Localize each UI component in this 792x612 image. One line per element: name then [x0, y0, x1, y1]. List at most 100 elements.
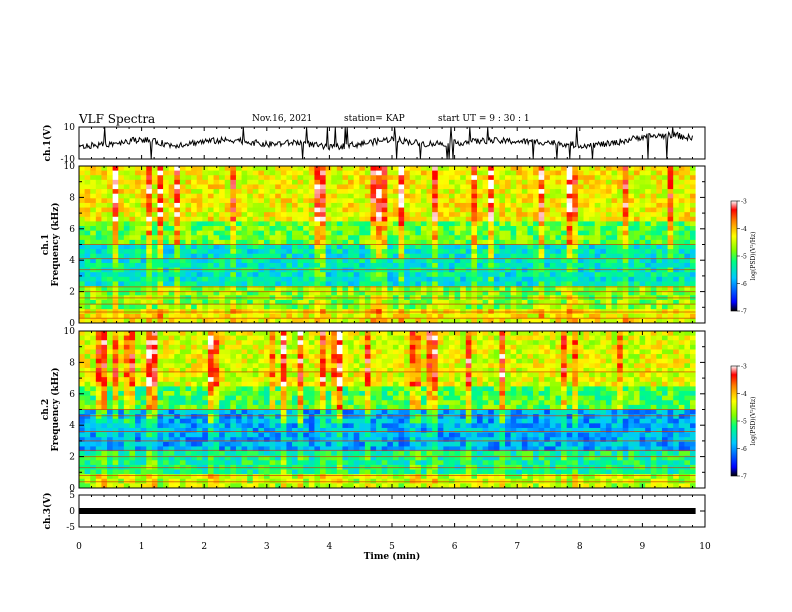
- s1-cell: [465, 207, 472, 213]
- s2-cell: [645, 372, 652, 378]
- s1-cell: [661, 179, 668, 185]
- s1-cell: [611, 184, 618, 190]
- s1-cell: [544, 230, 551, 236]
- s1-cell: [191, 166, 198, 172]
- s2-cell: [527, 358, 534, 364]
- s1-cell: [521, 239, 528, 245]
- s1-cell: [443, 198, 450, 204]
- s2-cell: [280, 340, 287, 346]
- s1-cell: [533, 198, 540, 204]
- s1-cell: [633, 258, 640, 264]
- s1-cell: [325, 179, 332, 185]
- s1-cell: [135, 193, 142, 199]
- s1-cell: [521, 207, 528, 213]
- s2-cell: [224, 331, 231, 337]
- s2-cell: [611, 377, 618, 383]
- s1-cell: [684, 166, 691, 172]
- s1-cell: [633, 304, 640, 310]
- s2-cell: [252, 349, 259, 355]
- s1-cell: [471, 244, 478, 250]
- s2-cell: [325, 372, 332, 378]
- s1-cell: [594, 184, 601, 190]
- s1-cell: [605, 249, 612, 255]
- s2-cell: [370, 340, 377, 346]
- s1-cell: [437, 235, 444, 241]
- s1-cell: [79, 184, 86, 190]
- s2-cell: [398, 335, 405, 341]
- s1-cell: [353, 170, 360, 176]
- s1-cell: [510, 207, 517, 213]
- s1-cell: [628, 313, 635, 319]
- s1-cell: [404, 262, 411, 268]
- s2-cell: [219, 377, 226, 383]
- s1-cell: [661, 216, 668, 222]
- s1-cell: [157, 230, 164, 236]
- s1-cell: [493, 304, 500, 310]
- s1-cell: [235, 230, 242, 236]
- s1-cell: [583, 166, 590, 172]
- s1-cell: [84, 230, 91, 236]
- s2-cell: [673, 349, 680, 355]
- s1-cell: [241, 170, 248, 176]
- s1-cell: [561, 198, 568, 204]
- s1-cell: [140, 193, 147, 199]
- s2-cell: [107, 372, 114, 378]
- s1-cell: [426, 170, 433, 176]
- s2-cell: [331, 344, 338, 350]
- s1-cell: [510, 216, 517, 222]
- s1-cell: [140, 286, 147, 292]
- s2-cell: [622, 331, 629, 337]
- s1-cell: [549, 193, 556, 199]
- s2-cell: [454, 340, 461, 346]
- s2-cell: [426, 372, 433, 378]
- s2-cell: [398, 331, 405, 337]
- s1-cell: [420, 226, 427, 232]
- s1-cell: [219, 198, 226, 204]
- s1-cell: [123, 179, 130, 185]
- s2-cell: [690, 335, 697, 341]
- s1-cell: [533, 244, 540, 250]
- s1-cell: [123, 286, 130, 292]
- s2-cell: [146, 344, 153, 350]
- s2-cell: [247, 354, 254, 360]
- s1-cell: [505, 290, 512, 296]
- s1-cell: [79, 244, 86, 250]
- s2-cell: [617, 363, 624, 369]
- s1-cell: [90, 226, 97, 232]
- s2-cell: [387, 344, 394, 350]
- s1-cell: [493, 179, 500, 185]
- s2-cell: [90, 331, 97, 337]
- s1-cell: [690, 313, 697, 319]
- s1-cell: [549, 166, 556, 172]
- s1-cell: [381, 239, 388, 245]
- s1-cell: [79, 299, 86, 305]
- s1-cell: [589, 198, 596, 204]
- s1-cell: [432, 230, 439, 236]
- s1-cell: [303, 230, 310, 236]
- s1-cell: [325, 193, 332, 199]
- s1-cell: [174, 193, 181, 199]
- s1-cell: [577, 286, 584, 292]
- s1-cell: [163, 198, 170, 204]
- s2-cell: [521, 331, 528, 337]
- s1-cell: [673, 230, 680, 236]
- s1-cell: [566, 207, 573, 213]
- s1-cell: [381, 244, 388, 250]
- s1-cell: [213, 179, 220, 185]
- s1-cell: [292, 239, 299, 245]
- s2-cell: [544, 344, 551, 350]
- s1-cell: [207, 313, 214, 319]
- s1-cell: [661, 281, 668, 287]
- s2-cell: [107, 340, 114, 346]
- s2-cell: [471, 367, 478, 373]
- s1-cell: [460, 198, 467, 204]
- s1-cell: [594, 175, 601, 181]
- s1-cell: [476, 262, 483, 268]
- s1-cell: [213, 216, 220, 222]
- s1-cell: [84, 216, 91, 222]
- s1-cell: [667, 230, 674, 236]
- s1-cell: [661, 276, 668, 282]
- s1-cell: [667, 318, 674, 324]
- s2-cell: [566, 331, 573, 337]
- s2-cell: [107, 349, 114, 355]
